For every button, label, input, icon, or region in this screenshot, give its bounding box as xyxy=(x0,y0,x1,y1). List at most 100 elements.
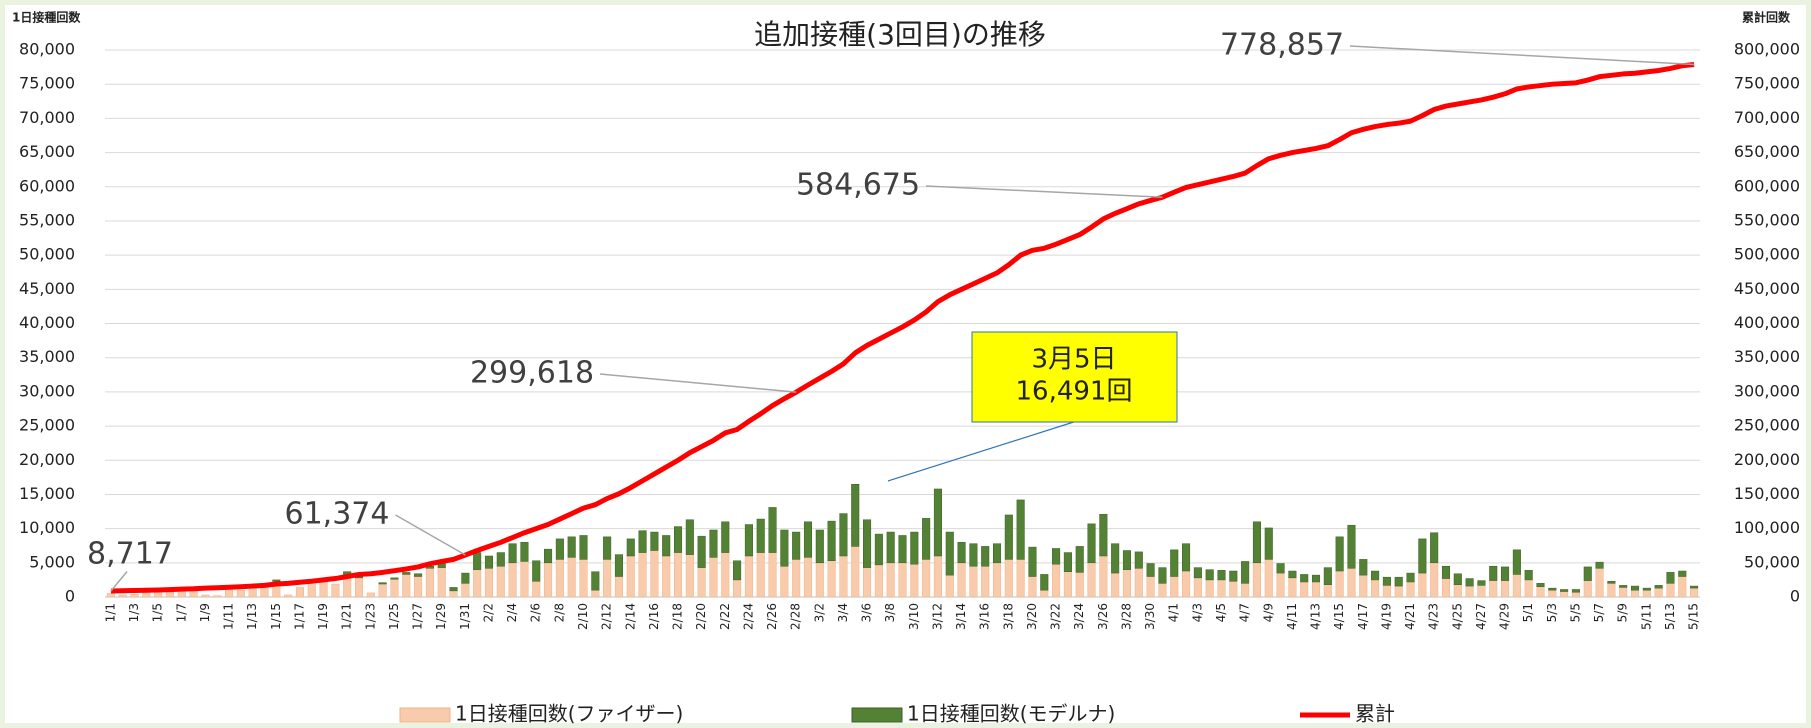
bar xyxy=(638,552,647,598)
bar xyxy=(1004,559,1013,598)
bar xyxy=(366,592,375,598)
bar xyxy=(744,524,753,557)
y2-tick-label: 300,000 xyxy=(1734,381,1800,400)
y-tick-label: 70,000 xyxy=(19,108,75,127)
y2-tick-label: 350,000 xyxy=(1734,347,1800,366)
bar xyxy=(721,521,730,553)
x-tick-label: 2/16 xyxy=(647,603,661,630)
x-tick-label: 5/15 xyxy=(1687,603,1701,630)
bar xyxy=(851,483,860,547)
bar xyxy=(520,542,529,562)
bar xyxy=(1678,576,1687,598)
bar xyxy=(390,577,399,580)
bar xyxy=(402,574,411,598)
bar xyxy=(579,535,588,560)
y-tick-label: 15,000 xyxy=(19,484,75,503)
x-tick-label: 5/9 xyxy=(1616,603,1630,622)
bar xyxy=(1619,585,1628,588)
bar xyxy=(1040,589,1049,598)
y2-tick-label: 500,000 xyxy=(1734,245,1800,264)
callout-text: 16,491回 xyxy=(1016,377,1133,407)
legend-label: 1日接種回数(ファイザー) xyxy=(455,702,683,726)
bar xyxy=(697,567,706,598)
x-tick-label: 4/3 xyxy=(1190,603,1204,622)
plot-background xyxy=(5,5,1806,723)
bar xyxy=(650,550,659,598)
y-tick-label: 20,000 xyxy=(19,450,75,469)
bar xyxy=(189,590,198,598)
bar xyxy=(236,589,245,598)
bar xyxy=(650,531,659,551)
x-tick-label: 3/4 xyxy=(836,603,850,622)
x-tick-label: 1/21 xyxy=(340,603,354,630)
bar xyxy=(1063,552,1072,572)
bar xyxy=(1217,579,1226,598)
x-tick-label: 3/30 xyxy=(1143,603,1157,630)
bar xyxy=(1678,570,1687,577)
x-tick-label: 5/3 xyxy=(1545,603,1559,622)
bar xyxy=(1548,587,1557,591)
x-tick-label: 2/14 xyxy=(623,603,637,630)
bar xyxy=(957,562,966,598)
bar xyxy=(1595,561,1604,569)
bar xyxy=(1264,527,1273,560)
bar xyxy=(933,488,942,557)
bar xyxy=(1252,521,1261,564)
bar xyxy=(1406,572,1415,583)
bar xyxy=(1690,585,1699,589)
bar xyxy=(1607,581,1616,584)
bar xyxy=(1099,514,1108,557)
bar xyxy=(1075,572,1084,598)
y-axis-title: 1日接種回数 xyxy=(12,10,81,25)
bar xyxy=(414,573,423,577)
bar xyxy=(1441,565,1451,579)
bar xyxy=(579,559,588,598)
bar xyxy=(1335,570,1344,598)
bar xyxy=(626,555,635,598)
bar xyxy=(815,562,824,598)
y2-tick-label: 700,000 xyxy=(1734,108,1800,127)
bar xyxy=(544,562,553,598)
x-tick-label: 4/19 xyxy=(1379,603,1393,630)
bar xyxy=(390,578,399,598)
bar xyxy=(1536,583,1545,587)
bar xyxy=(673,552,683,598)
bar xyxy=(106,593,115,598)
y2-tick-label: 800,000 xyxy=(1734,40,1800,59)
bar xyxy=(201,594,210,598)
bar xyxy=(886,562,895,598)
bar xyxy=(662,535,671,557)
bar xyxy=(1560,589,1569,592)
bar xyxy=(1583,580,1592,598)
bar xyxy=(437,567,446,598)
bar xyxy=(874,533,883,566)
bar xyxy=(1323,567,1332,585)
bar xyxy=(591,589,600,598)
x-tick-label: 4/11 xyxy=(1285,603,1299,630)
bar xyxy=(1111,572,1120,598)
x-tick-label: 1/5 xyxy=(151,603,165,622)
data-label: 778,857 xyxy=(1220,28,1344,63)
x-tick-label: 4/21 xyxy=(1403,603,1417,630)
x-tick-label: 1/13 xyxy=(245,603,259,630)
y2-tick-label: 650,000 xyxy=(1734,142,1800,161)
bar xyxy=(1477,580,1486,586)
bar xyxy=(1477,585,1486,598)
bar xyxy=(1229,581,1238,598)
bar xyxy=(1595,568,1604,598)
bar xyxy=(544,548,553,564)
bar xyxy=(733,560,742,581)
leader-line xyxy=(110,571,128,592)
x-tick-label: 2/22 xyxy=(718,603,732,630)
y2-tick-label: 0 xyxy=(1790,587,1800,606)
y-tick-label: 45,000 xyxy=(19,279,75,298)
bar xyxy=(863,519,872,568)
bar xyxy=(744,555,753,598)
bar xyxy=(1087,523,1096,564)
leader-line xyxy=(395,514,466,556)
x-tick-label: 1/9 xyxy=(198,603,212,622)
x-tick-label: 3/8 xyxy=(883,603,897,622)
bar xyxy=(1182,543,1191,572)
bar xyxy=(1630,589,1640,598)
x-tick-label: 3/12 xyxy=(930,603,944,630)
